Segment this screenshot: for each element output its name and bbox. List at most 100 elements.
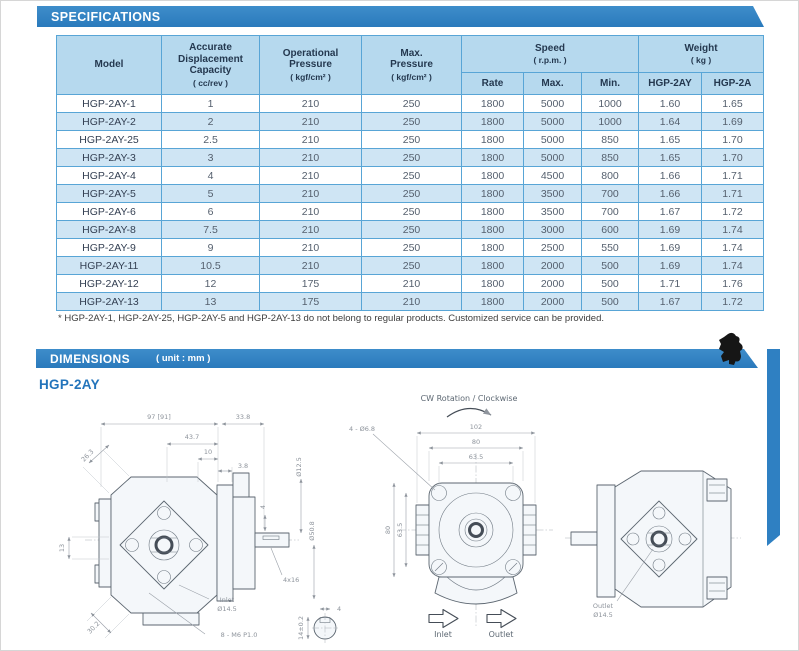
value-cell: 5000	[523, 130, 582, 149]
dim-label: 4x16	[283, 576, 299, 584]
side-view-drawing: 97 [91] 33.8 43.7 10 3.8 26.3 13 30.2 Ø1…	[58, 413, 341, 643]
value-cell: 1.65	[701, 94, 765, 113]
value-cell: 1.66	[638, 166, 703, 185]
value-cell: 2	[161, 112, 260, 131]
dim-label: 80	[384, 526, 392, 534]
value-cell: 210	[259, 184, 362, 203]
dim-label: 63.5	[396, 523, 404, 537]
value-cell: 5	[161, 184, 260, 203]
value-cell: 175	[259, 292, 362, 311]
value-cell: 250	[361, 94, 462, 113]
value-cell: 250	[361, 166, 462, 185]
value-cell: 850	[580, 130, 640, 149]
dimension-drawings: 97 [91] 33.8 43.7 10 3.8 26.3 13 30.2 Ø1…	[58, 394, 741, 643]
value-cell: 250	[361, 256, 462, 275]
col-header-rate: Rate	[461, 72, 524, 95]
col-header-speed: Speed ( r.p.m. )	[460, 35, 640, 73]
dim-label: 4	[337, 605, 341, 613]
dimensions-banner-label: DIMENSIONS	[50, 351, 131, 366]
value-cell: 210	[259, 166, 362, 185]
value-cell: 1.74	[701, 238, 765, 257]
model-cell: HGP-2AY-1	[56, 94, 162, 113]
value-cell: 1.67	[638, 292, 703, 311]
value-cell: 1.69	[638, 238, 703, 257]
value-cell: 6	[161, 202, 260, 221]
footnote: * HGP-2AY-1, HGP-2AY-25, HGP-2AY-5 and H…	[58, 313, 605, 324]
value-cell: 2.5	[161, 130, 260, 149]
dim-label: 80	[472, 438, 480, 446]
value-cell: 1.67	[638, 202, 703, 221]
table-row: HGP-2AY-9 9 210 250 1800 2500 550 1.69 1.74	[56, 238, 765, 257]
value-cell: 1.74	[701, 256, 765, 275]
dim-label: 43.7	[185, 433, 199, 441]
col-header-max-pressure: Max. Pressure ( kgf/cm² )	[361, 35, 462, 95]
model-cell: HGP-2AY-13	[56, 292, 162, 311]
value-cell: 1.69	[701, 112, 765, 131]
specifications-table: Model Accurate Displacement Capacity ( c…	[56, 35, 765, 311]
value-cell: 2000	[523, 274, 582, 293]
value-cell: 1800	[461, 94, 524, 113]
inlet-label: Inlet	[434, 630, 452, 639]
value-cell: 1.66	[638, 184, 703, 203]
value-cell: 210	[259, 238, 362, 257]
value-cell: 1.71	[701, 184, 765, 203]
value-cell: 250	[361, 112, 462, 131]
value-cell: 3500	[523, 184, 582, 203]
dim-label: 3.8	[238, 462, 248, 470]
value-cell: 550	[580, 238, 640, 257]
model-cell: HGP-2AY-9	[56, 238, 162, 257]
value-cell: 1800	[461, 202, 524, 221]
value-cell: 1.60	[638, 94, 703, 113]
dim-label: 97 [91]	[147, 413, 171, 421]
specifications-banner-label: SPECIFICATIONS	[51, 9, 161, 24]
table-row: HGP-2AY-8 7.5 210 250 1800 3000 600 1.69 1.74	[56, 220, 765, 239]
value-cell: 210	[361, 274, 462, 293]
col-header-capacity: Accurate Displacement Capacity ( cc/rev …	[161, 35, 260, 95]
value-cell: 1800	[461, 130, 524, 149]
model-cell: HGP-2AY-6	[56, 202, 162, 221]
value-cell: 2500	[523, 238, 582, 257]
value-cell: 210	[259, 130, 362, 149]
value-cell: 175	[259, 274, 362, 293]
col-header-weight-hgp2ay: HGP-2AY	[638, 72, 703, 95]
model-cell: HGP-2AY-11	[56, 256, 162, 275]
table-row: HGP-2AY-1 1 210 250 1800 5000 1000 1.60 1.65	[56, 94, 765, 113]
value-cell: 5000	[523, 112, 582, 131]
dimensions-banner: DIMENSIONS ( unit : mm )	[36, 349, 758, 368]
rear-view-drawing: Outlet Ø14.5	[565, 470, 741, 619]
model-cell: HGP-2AY-12	[56, 274, 162, 293]
specifications-banner: SPECIFICATIONS	[37, 6, 764, 27]
table-row: HGP-2AY-13 13 175 210 1800 2000 500 1.67 1.72	[56, 292, 765, 311]
col-header-operational-pressure: Operational Pressure ( kgf/cm² )	[259, 35, 362, 95]
outlet-label: Outlet	[593, 602, 614, 610]
value-cell: 210	[259, 202, 362, 221]
dim-label: Ø14.5	[593, 611, 613, 619]
dim-label: 63.5	[469, 453, 483, 461]
dim-label: 30.2	[86, 620, 102, 636]
value-cell: 1.71	[701, 166, 765, 185]
value-cell: 3000	[523, 220, 582, 239]
value-cell: 600	[580, 220, 640, 239]
model-cell: HGP-2AY-5	[56, 184, 162, 203]
value-cell: 1.71	[638, 274, 703, 293]
value-cell: 700	[580, 202, 640, 221]
value-cell: 1.72	[701, 292, 765, 311]
value-cell: 210	[259, 256, 362, 275]
value-cell: 2000	[523, 292, 582, 311]
value-cell: 1.65	[638, 130, 703, 149]
dim-label: 10	[204, 448, 212, 456]
col-header-weight-hgp2a: HGP-2A	[701, 72, 765, 95]
dim-label: 14±0.2	[297, 616, 305, 640]
value-cell: 250	[361, 202, 462, 221]
value-cell: 850	[580, 148, 640, 167]
value-cell: 250	[361, 148, 462, 167]
table-row: HGP-2AY-4 4 210 250 1800 4500 800 1.66 1.71	[56, 166, 765, 185]
value-cell: 1800	[461, 238, 524, 257]
table-row: HGP-2AY-2 2 210 250 1800 5000 1000 1.64 1.69	[56, 112, 765, 131]
dim-label: Ø12.5	[295, 457, 303, 477]
value-cell: 10.5	[161, 256, 260, 275]
value-cell: 1.65	[638, 148, 703, 167]
value-cell: 7.5	[161, 220, 260, 239]
col-header-weight: Weight ( kg )	[638, 35, 765, 73]
value-cell: 1800	[461, 274, 524, 293]
